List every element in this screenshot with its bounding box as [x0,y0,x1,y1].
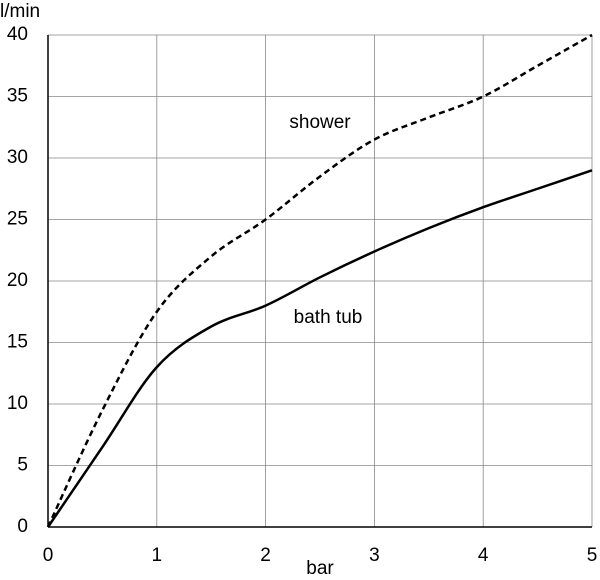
x-tick-label: 2 [260,545,271,566]
series-label: bath tub [294,307,363,328]
y-tick-label: 5 [17,455,28,476]
y-tick-label: 15 [7,332,28,353]
series-line [46,33,593,528]
y-tick-label: 35 [7,86,28,107]
x-tick-label: 1 [152,545,163,566]
x-tick-label: 4 [478,545,489,566]
y-tick-label: 25 [7,209,28,230]
y-axis-label: l/min [0,1,40,22]
x-tick-label: 0 [43,545,54,566]
x-tick-label: 3 [369,545,380,566]
x-tick-label: 5 [587,545,598,566]
x-axis-label: bar [306,558,334,579]
y-tick-label: 30 [7,147,28,168]
y-tick-label: 20 [7,270,28,291]
y-tick-label: 0 [17,516,28,537]
series-label: shower [289,112,351,133]
y-tick-label: 40 [7,24,28,45]
series-line [46,169,593,528]
y-tick-label: 10 [7,393,28,414]
